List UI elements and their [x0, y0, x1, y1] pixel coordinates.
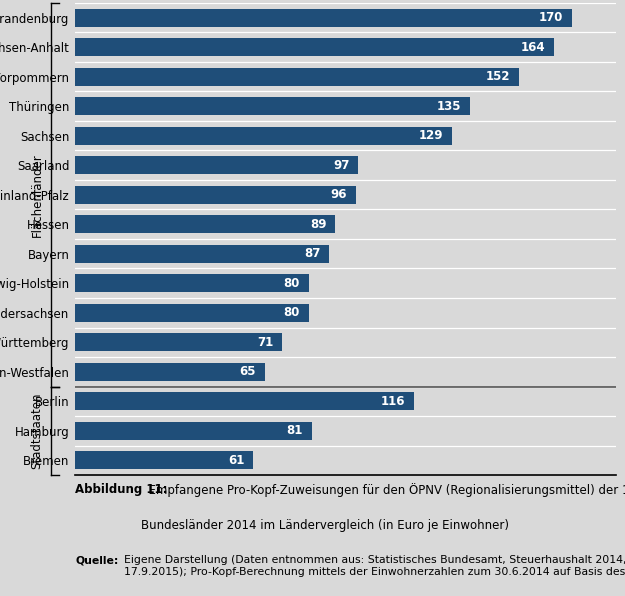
Text: 164: 164	[521, 41, 546, 54]
Text: Stadtstaaten: Stadtstaaten	[31, 393, 44, 469]
Text: Empfangene Pro-Kopf-Zuweisungen für den ÖPNV (Regionalisierungsmittel) der 16: Empfangene Pro-Kopf-Zuweisungen für den …	[141, 483, 625, 497]
Bar	[75, 333, 282, 352]
Bar	[75, 8, 572, 27]
Text: 61: 61	[228, 454, 244, 467]
Text: 129: 129	[419, 129, 443, 142]
Bar	[75, 67, 519, 86]
Text: Eigene Darstellung (Daten entnommen aus: Statistisches Bundesamt, Steuerhaushalt: Eigene Darstellung (Daten entnommen aus:…	[124, 555, 625, 577]
Text: Bundesländer 2014 im Ländervergleich (in Euro je Einwohner): Bundesländer 2014 im Ländervergleich (in…	[141, 519, 509, 532]
Bar	[75, 421, 312, 440]
Text: 80: 80	[284, 277, 300, 290]
Bar	[75, 392, 414, 411]
Bar	[75, 274, 309, 293]
Bar	[75, 97, 469, 116]
Bar	[75, 215, 335, 234]
Text: 152: 152	[486, 70, 511, 83]
Text: 65: 65	[239, 365, 256, 378]
Bar	[75, 126, 452, 145]
Text: 170: 170	[539, 11, 563, 24]
Text: 80: 80	[284, 306, 300, 319]
Bar	[75, 185, 356, 204]
Bar	[75, 362, 265, 381]
Bar	[75, 156, 359, 175]
Text: Abbildung 11:: Abbildung 11:	[75, 483, 168, 496]
Text: 116: 116	[381, 395, 405, 408]
Bar	[75, 244, 329, 263]
Bar	[75, 451, 253, 470]
Text: 81: 81	[287, 424, 303, 437]
Text: 135: 135	[436, 100, 461, 113]
Text: 89: 89	[310, 218, 326, 231]
Text: 96: 96	[330, 188, 347, 201]
Bar	[75, 303, 309, 322]
Bar	[75, 38, 554, 57]
Text: 71: 71	[258, 336, 274, 349]
Text: Quelle:: Quelle:	[75, 555, 118, 565]
Text: Flächenländer: Flächenländer	[31, 153, 44, 237]
Text: 87: 87	[304, 247, 321, 260]
Text: 97: 97	[333, 159, 350, 172]
